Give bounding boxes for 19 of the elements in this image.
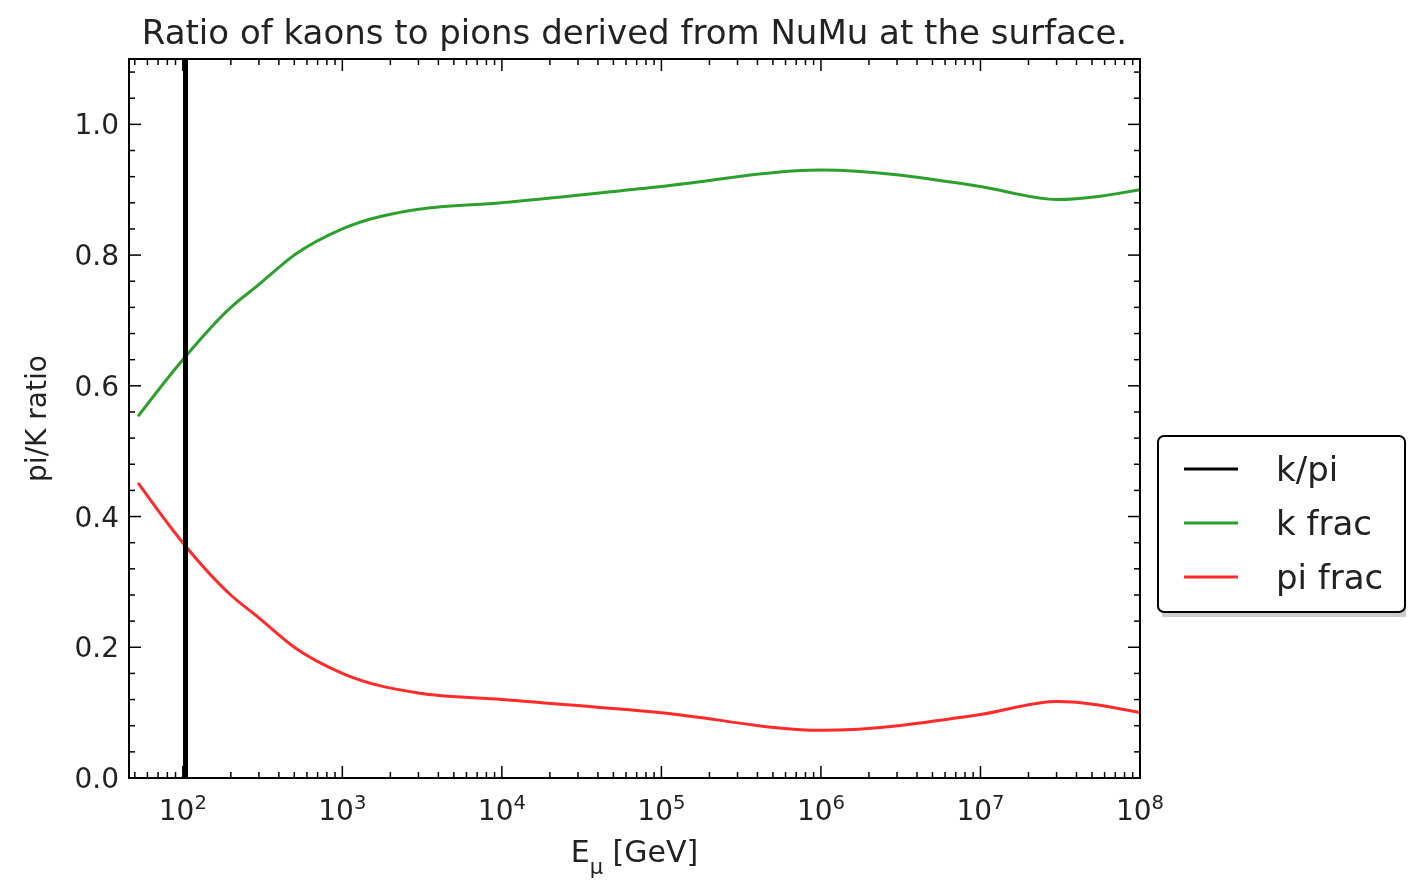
x-tick-label: 10$^{2}$ bbox=[158, 790, 207, 827]
chart-title: Ratio of kaons to pions derived from NuMu at the surface. bbox=[141, 12, 1128, 52]
x-tick-label: 10$^{5}$ bbox=[637, 790, 686, 827]
x-tick-label: 10$^{3}$ bbox=[318, 790, 367, 827]
x-tick-label: 10$^{6}$ bbox=[796, 790, 845, 827]
legend-label: k/pi bbox=[1276, 449, 1339, 489]
y-tick-label: 1.0 bbox=[74, 108, 119, 142]
x-tick-label: 10$^{7}$ bbox=[956, 790, 1005, 827]
y-tick-label: 0.2 bbox=[74, 631, 119, 665]
x-tick-label: 10$^{8}$ bbox=[1115, 790, 1165, 827]
y-tick-label: 0.4 bbox=[74, 500, 119, 534]
legend-label: k frac bbox=[1276, 503, 1372, 543]
legend-label: pi frac bbox=[1276, 557, 1384, 597]
y-tick-label: 0.0 bbox=[74, 762, 119, 795]
y-axis-title: pi/K ratio bbox=[20, 355, 53, 482]
y-tick-label: 0.6 bbox=[74, 369, 119, 403]
x-axis-title: E$_{μ}$ [GeV] bbox=[570, 834, 699, 879]
x-tick-label: 10$^{4}$ bbox=[477, 790, 526, 827]
y-tick-label: 0.8 bbox=[74, 239, 119, 273]
